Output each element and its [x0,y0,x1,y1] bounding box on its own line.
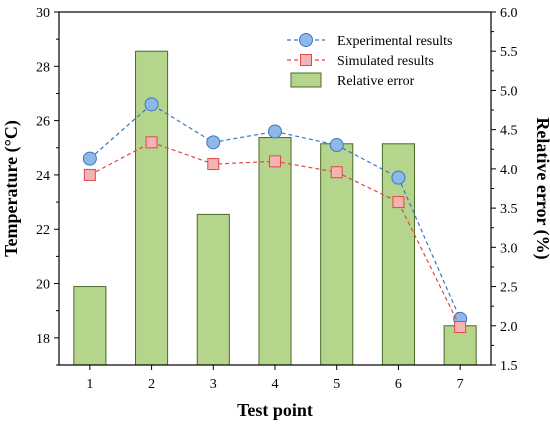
legend-experimental-label: Experimental results [337,34,452,49]
y2-tick-label-1.5: 1.5 [500,359,518,374]
y-axis-title: Temperature (°C) [1,120,22,257]
legend: Experimental results Simulated results R… [287,33,452,89]
y-tick-label-28: 28 [36,60,50,75]
point-experimental-2 [144,97,159,112]
point-simulated-5 [330,166,343,179]
y-tick-label-30: 30 [36,6,50,21]
y2-axis-title: Relative error (%) [532,117,550,259]
y-tick-label-20: 20 [36,278,50,293]
y-tick-label-22: 22 [36,223,50,238]
y2-tick-label-6.0: 6.0 [500,6,518,21]
point-experimental-3 [206,135,221,150]
bar-relative-error-5 [320,143,354,366]
x-tick-label-1: 1 [86,377,93,392]
y2-tick-label-2.0: 2.0 [500,320,518,335]
labels-layer: 1 2 3 4 5 6 7 18 20 22 24 26 28 30 1.5 2.0 2.5 3.0 3.5 4.0 4… [36,6,518,392]
y-tick-label-24: 24 [36,169,50,184]
point-simulated-7 [454,320,467,333]
ticks-layer [54,11,496,370]
point-simulated-2 [145,136,158,149]
point-simulated-6 [392,196,405,209]
y2-tick-label-2.5: 2.5 [500,281,518,296]
x-tick-label-4: 4 [272,377,279,392]
y2-tick-label-3.0: 3.0 [500,241,518,256]
y2-tick-label-4.5: 4.5 [500,124,518,139]
point-simulated-3 [207,158,220,171]
y2-tick-label-5.5: 5.5 [500,45,518,60]
point-experimental-4 [268,124,282,139]
x-tick-label-7: 7 [457,377,464,392]
x-tick-label-2: 2 [148,377,155,392]
legend-experimental-marker [299,33,313,47]
bar-relative-error-1 [73,286,107,366]
bar-relative-error-7 [443,325,477,366]
x-tick-label-6: 6 [395,377,402,392]
bar-relative-error-4 [258,137,292,366]
y-tick-label-18: 18 [36,332,50,347]
point-experimental-5 [329,138,344,153]
y-tick-label-26: 26 [36,115,50,130]
point-simulated-1 [83,168,96,181]
bars-layer [73,50,477,366]
y2-tick-label-3.5: 3.5 [500,202,518,217]
legend-relative-error-label: Relative error [337,74,415,89]
x-tick-label-3: 3 [210,377,217,392]
y2-tick-label-4.0: 4.0 [500,163,518,178]
point-experimental-6 [391,170,406,185]
lines-layer [82,97,468,333]
legend-relative-error-swatch [290,72,322,88]
x-axis-title: Test point [237,400,313,420]
point-simulated-4 [269,155,281,168]
legend-simulated-marker [300,54,312,66]
x-tick-label-5: 5 [333,377,340,392]
legend-simulated-label: Simulated results [337,54,434,69]
point-experimental-1 [82,151,97,166]
bar-relative-error-3 [196,213,230,366]
y2-tick-label-5.0: 5.0 [500,84,518,99]
